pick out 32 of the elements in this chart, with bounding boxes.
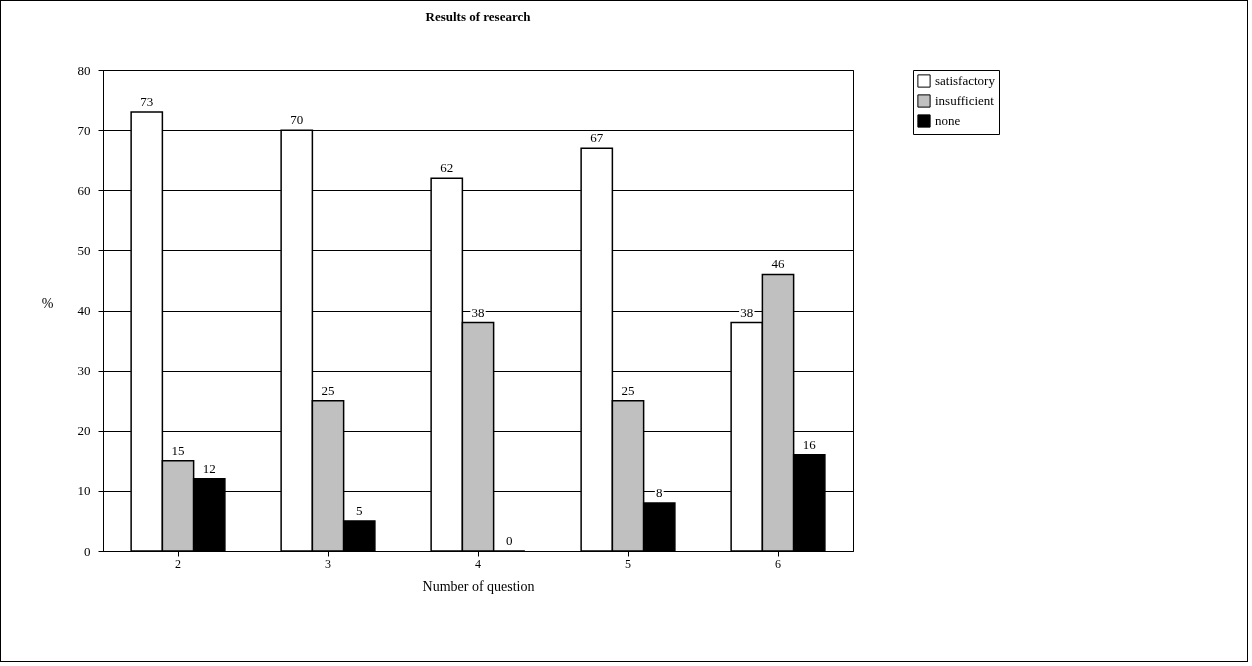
data-label: 67 — [590, 130, 604, 146]
data-label: 70 — [290, 112, 304, 128]
data-label: 15 — [171, 442, 185, 458]
x-tick-label: 4 — [475, 556, 481, 571]
data-label: 73 — [140, 94, 154, 110]
y-tick-label: 10 — [77, 483, 91, 499]
legend-label: insufficient — [935, 93, 995, 108]
y-tick-label: 60 — [77, 182, 91, 198]
legend-label: none — [935, 113, 961, 128]
data-label: 12 — [202, 460, 216, 476]
y-tick-label: 40 — [77, 303, 91, 318]
data-label: 0 — [506, 533, 513, 548]
data-label: 16 — [802, 436, 817, 452]
y-tick-label: 70 — [77, 122, 91, 138]
y-axis-title: % — [41, 296, 54, 311]
data-label: 62 — [440, 160, 454, 176]
y-tick-label: 0 — [84, 543, 91, 559]
x-tick-label: 5 — [625, 556, 631, 571]
data-label: 25 — [321, 382, 335, 398]
legend-label: satisfactory — [935, 73, 996, 88]
data-label: 46 — [771, 256, 785, 272]
y-tick-label: 30 — [77, 363, 91, 379]
x-axis-title: Number of question — [422, 578, 535, 594]
data-label: 25 — [621, 382, 635, 398]
x-tick-label: 2 — [175, 556, 181, 571]
data-label: 5 — [356, 502, 363, 518]
y-tick-label: 50 — [77, 242, 91, 258]
y-tick-label: 80 — [77, 62, 91, 78]
x-tick-label: 3 — [325, 556, 331, 571]
chart-title: Results of research — [425, 9, 532, 24]
x-tick-label: 6 — [775, 556, 781, 571]
y-tick-label: 20 — [77, 423, 91, 439]
